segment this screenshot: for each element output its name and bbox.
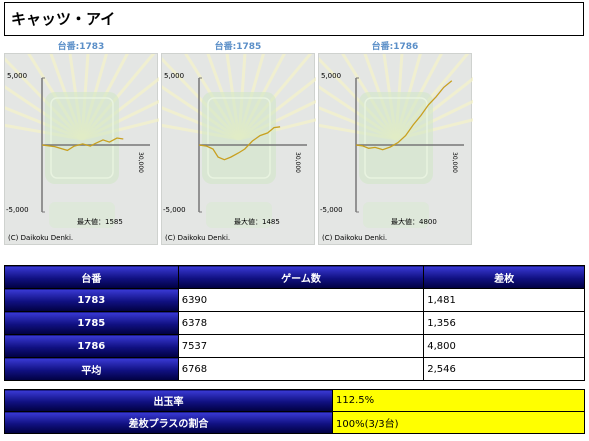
table-row: 1785 6378 1,356 [4, 311, 585, 335]
diff-cell: 2,546 [423, 357, 585, 381]
games-cell: 6390 [177, 288, 425, 312]
series-line [41, 137, 124, 152]
stadium-decoration [359, 92, 433, 184]
graph-card-1785[interactable]: 台番:1785 5,000 -5,000 30,000 最大値：1485 (C)… [161, 41, 316, 245]
copyright-text: (C) Daikoku Denki. [322, 234, 387, 242]
graph-panel: 5,000 -5,000 30,000 最大値：4800 (C) Daikoku… [318, 53, 473, 245]
column-header-games: ゲーム数 [177, 265, 425, 289]
row-label: 1783 [4, 288, 179, 312]
series-line [198, 126, 281, 161]
max-value-label: 最大値：1485 [234, 217, 280, 226]
y-tick-bottom: -5,000 [320, 206, 343, 214]
y-tick-top: 5,000 [164, 72, 184, 80]
copyright-text: (C) Daikoku Denki. [8, 234, 73, 242]
summary-label: 出玉率 [4, 389, 333, 412]
slump-graph-svg: 5,000 -5,000 30,000 最大値：4800 (C) Daikoku… [319, 54, 473, 242]
copyright-text: (C) Daikoku Denki. [165, 234, 230, 242]
graph-card-1786[interactable]: 台番:1786 5,000 -5,000 30,000 最大値：4800 (C)… [318, 41, 473, 245]
machine-stats-table: 台番 ゲーム数 差枚 1783 6390 1,481 1785 6378 1,3… [4, 265, 585, 381]
y-tick-bottom: -5,000 [6, 206, 29, 214]
row-label: 1785 [4, 311, 179, 335]
column-header-machine: 台番 [4, 265, 179, 289]
graph-label[interactable]: 台番:1786 [371, 42, 419, 52]
table-row: 1786 7537 4,800 [4, 334, 585, 358]
table-header-row: 台番 ゲーム数 差枚 [4, 265, 585, 289]
table-row: 1783 6390 1,481 [4, 288, 585, 312]
games-cell: 6378 [177, 311, 425, 335]
diff-cell: 4,800 [423, 334, 585, 358]
games-cell: 7537 [177, 334, 425, 358]
series-line [355, 80, 453, 151]
summary-label: 差枚プラスの割合 [4, 411, 333, 434]
diff-cell: 1,356 [423, 311, 585, 335]
stadium-decoration [45, 92, 119, 184]
x-tick-label: 30,000 [451, 152, 458, 173]
diff-cell: 1,481 [423, 288, 585, 312]
slump-graph-svg: 5,000 -5,000 30,000 最大値：1485 (C) Daikoku… [162, 54, 316, 242]
x-tick-label: 30,000 [137, 152, 144, 173]
graph-card-1783[interactable]: 台番:1783 5,000 -5,000 30,000 最大値：1585 (C)… [4, 41, 159, 245]
summary-row-payout: 出玉率 112.5% [4, 389, 585, 412]
page-title: キャッツ・アイ [4, 2, 584, 36]
x-tick-label: 30,000 [294, 152, 301, 173]
slump-graph-svg: 5,000 -5,000 30,000 最大値：1585 (C) Daikoku… [5, 54, 159, 242]
summary-value: 112.5% [332, 389, 585, 412]
max-value-label: 最大値：4800 [391, 217, 437, 226]
graph-label[interactable]: 台番:1783 [57, 42, 105, 52]
summary-value: 100%(3/3台) [332, 411, 585, 434]
stadium-decoration [202, 92, 276, 184]
y-tick-top: 5,000 [321, 72, 341, 80]
column-header-diff: 差枚 [423, 265, 585, 289]
games-cell: 6768 [177, 357, 425, 381]
table-row-average: 平均 6768 2,546 [4, 357, 585, 381]
max-value-label: 最大値：1585 [77, 217, 123, 226]
summary-row-plus-ratio: 差枚プラスの割合 100%(3/3台) [4, 411, 585, 434]
y-tick-top: 5,000 [7, 72, 27, 80]
graph-panel: 5,000 -5,000 30,000 最大値：1485 (C) Daikoku… [161, 53, 316, 245]
row-label: 1786 [4, 334, 179, 358]
y-tick-bottom: -5,000 [163, 206, 186, 214]
summary-table: 出玉率 112.5% 差枚プラスの割合 100%(3/3台) [4, 389, 585, 434]
graph-label[interactable]: 台番:1785 [214, 42, 262, 52]
row-label: 平均 [4, 357, 179, 381]
graph-panel: 5,000 -5,000 30,000 最大値：1585 (C) Daikoku… [4, 53, 159, 245]
